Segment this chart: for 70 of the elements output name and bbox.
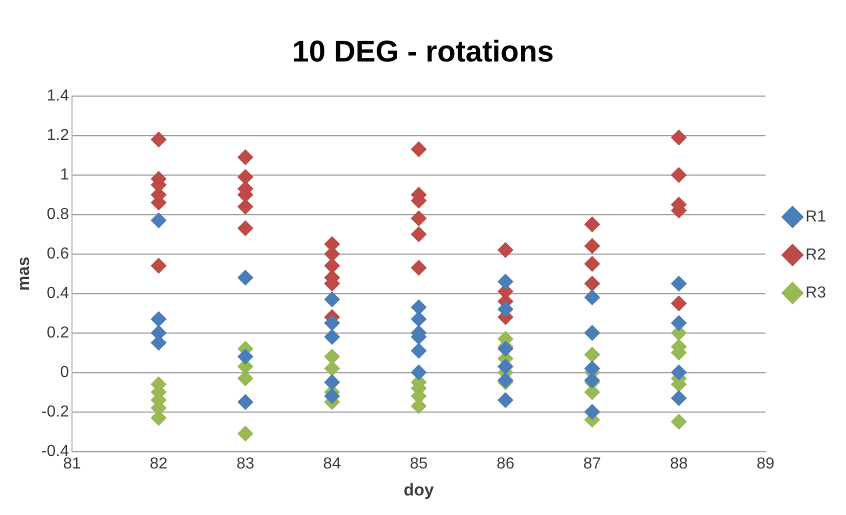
point xyxy=(410,226,427,242)
y-tick-label: 0 xyxy=(60,364,70,381)
point xyxy=(410,260,427,276)
legend-label: R1 xyxy=(806,208,826,226)
point xyxy=(237,426,254,442)
y-tick-label: 0.2 xyxy=(46,324,70,342)
y-tick-label: 1.4 xyxy=(46,87,70,104)
point xyxy=(237,270,254,286)
point xyxy=(410,299,427,316)
y-tick-label: 1.2 xyxy=(46,126,70,144)
point xyxy=(324,315,340,332)
point xyxy=(237,394,254,410)
point xyxy=(410,311,427,328)
point xyxy=(670,390,687,406)
point xyxy=(670,276,687,292)
point xyxy=(584,360,600,376)
point xyxy=(497,242,514,258)
point xyxy=(237,149,254,166)
x-tick-label: 85 xyxy=(410,455,428,472)
y-axis-title: mas xyxy=(14,256,33,291)
point xyxy=(150,212,167,228)
point xyxy=(584,216,600,232)
legend-label: R3 xyxy=(806,284,826,302)
point xyxy=(150,131,167,148)
point xyxy=(237,198,254,215)
point xyxy=(237,220,254,236)
point xyxy=(410,210,427,226)
point xyxy=(410,364,427,380)
x-axis-title: doy xyxy=(404,480,434,500)
x-tick-label: 86 xyxy=(496,455,514,472)
y-tick-label: 0.4 xyxy=(46,284,70,302)
legend-label: R2 xyxy=(806,246,826,264)
point xyxy=(670,129,687,146)
x-tick-label: 82 xyxy=(150,455,168,472)
point xyxy=(324,258,340,274)
point xyxy=(584,346,600,363)
point xyxy=(670,414,687,430)
point xyxy=(584,289,600,306)
point xyxy=(584,276,600,292)
point xyxy=(497,392,514,408)
point xyxy=(584,404,600,420)
x-tick-label: 84 xyxy=(323,455,342,472)
y-tick-label: 0.8 xyxy=(46,206,70,223)
chart-title: 10 DEG - rotations xyxy=(292,35,554,68)
point xyxy=(584,238,600,254)
y-tick-label: 1 xyxy=(60,166,70,184)
x-tick-label: 87 xyxy=(583,455,602,472)
point xyxy=(410,141,427,158)
point xyxy=(324,388,340,404)
x-tick-label: 81 xyxy=(63,455,81,472)
point xyxy=(497,274,514,290)
y-tick-label: 0.6 xyxy=(46,245,70,262)
x-tick-label: 88 xyxy=(670,455,688,472)
point xyxy=(497,301,514,318)
point xyxy=(150,258,167,274)
point xyxy=(497,358,514,374)
point xyxy=(584,256,600,272)
point xyxy=(670,364,687,380)
point xyxy=(150,311,167,328)
point xyxy=(670,166,687,183)
point xyxy=(237,348,254,365)
y-tick-label: -0.2 xyxy=(41,403,70,420)
point xyxy=(237,168,254,185)
x-tick-label: 83 xyxy=(236,455,254,472)
point xyxy=(324,291,340,308)
point xyxy=(670,315,687,332)
point xyxy=(670,295,687,312)
point xyxy=(324,328,340,345)
point xyxy=(410,342,427,359)
x-tick-label: 89 xyxy=(756,455,775,472)
